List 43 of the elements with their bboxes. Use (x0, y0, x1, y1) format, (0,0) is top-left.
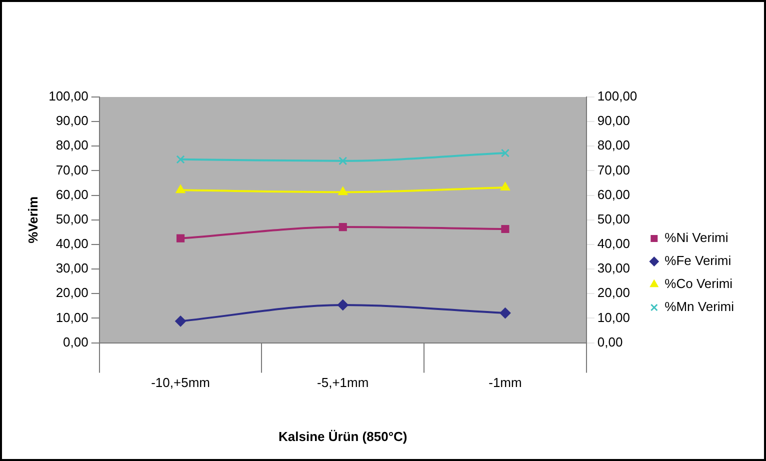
point (176, 234, 185, 242)
y-tick-label: 70,00 (56, 162, 88, 178)
y-tick-label: 90,00 (56, 113, 88, 128)
y-axis-title: %Verim (25, 196, 40, 244)
y-tick-label: 60,00 (56, 186, 88, 202)
legend-label: %Ni Verimi (664, 230, 728, 246)
x-tick-label: -1mm (488, 375, 522, 390)
x-tick-label: -5,+1mm (317, 375, 369, 390)
y2-tick-label: 50,00 (597, 211, 630, 226)
y-tick-label: 50,00 (56, 211, 88, 226)
y2-tick-label: 90,00 (597, 113, 630, 128)
y-tick-label: 100,00 (48, 88, 88, 104)
y2-tick-label: 30,00 (597, 260, 630, 276)
point (338, 186, 348, 196)
y-tick-label: 20,00 (56, 285, 88, 300)
y2-tick-label: 100,00 (597, 88, 638, 104)
y2-tick-label: 20,00 (597, 285, 630, 300)
y-tick-label: 10,00 (56, 310, 88, 325)
y2-tick-label: 60,00 (597, 186, 630, 202)
point (176, 155, 185, 164)
legend-label: %Fe Verimi (664, 253, 732, 268)
y-tick-label: 30,00 (56, 260, 88, 276)
point (337, 299, 348, 310)
y2-tick-label: 40,00 (597, 236, 630, 252)
y2-tick-label: 10,00 (597, 310, 630, 325)
y-tick-label: 80,00 (56, 138, 88, 153)
point (500, 182, 510, 190)
x-axis-title: Kalsine Ürün (850°C) (278, 428, 408, 444)
point (338, 156, 348, 166)
y2-tick-label: 70,00 (597, 162, 630, 178)
point (176, 184, 186, 194)
y2-tick-label: 80,00 (597, 138, 630, 153)
legend-label: %Mn Verimi (664, 299, 734, 314)
x-tick-label: -10,+5mm (151, 375, 210, 390)
legend-label: %Co Verimi (664, 276, 733, 292)
point (500, 148, 510, 158)
point (338, 222, 347, 232)
y-tick-label: 0,00 (63, 334, 88, 350)
point (175, 316, 186, 327)
y2-tick-label: 0,00 (597, 334, 623, 350)
point (500, 308, 511, 319)
point (501, 224, 510, 234)
y-tick-label: 40,00 (56, 236, 88, 252)
